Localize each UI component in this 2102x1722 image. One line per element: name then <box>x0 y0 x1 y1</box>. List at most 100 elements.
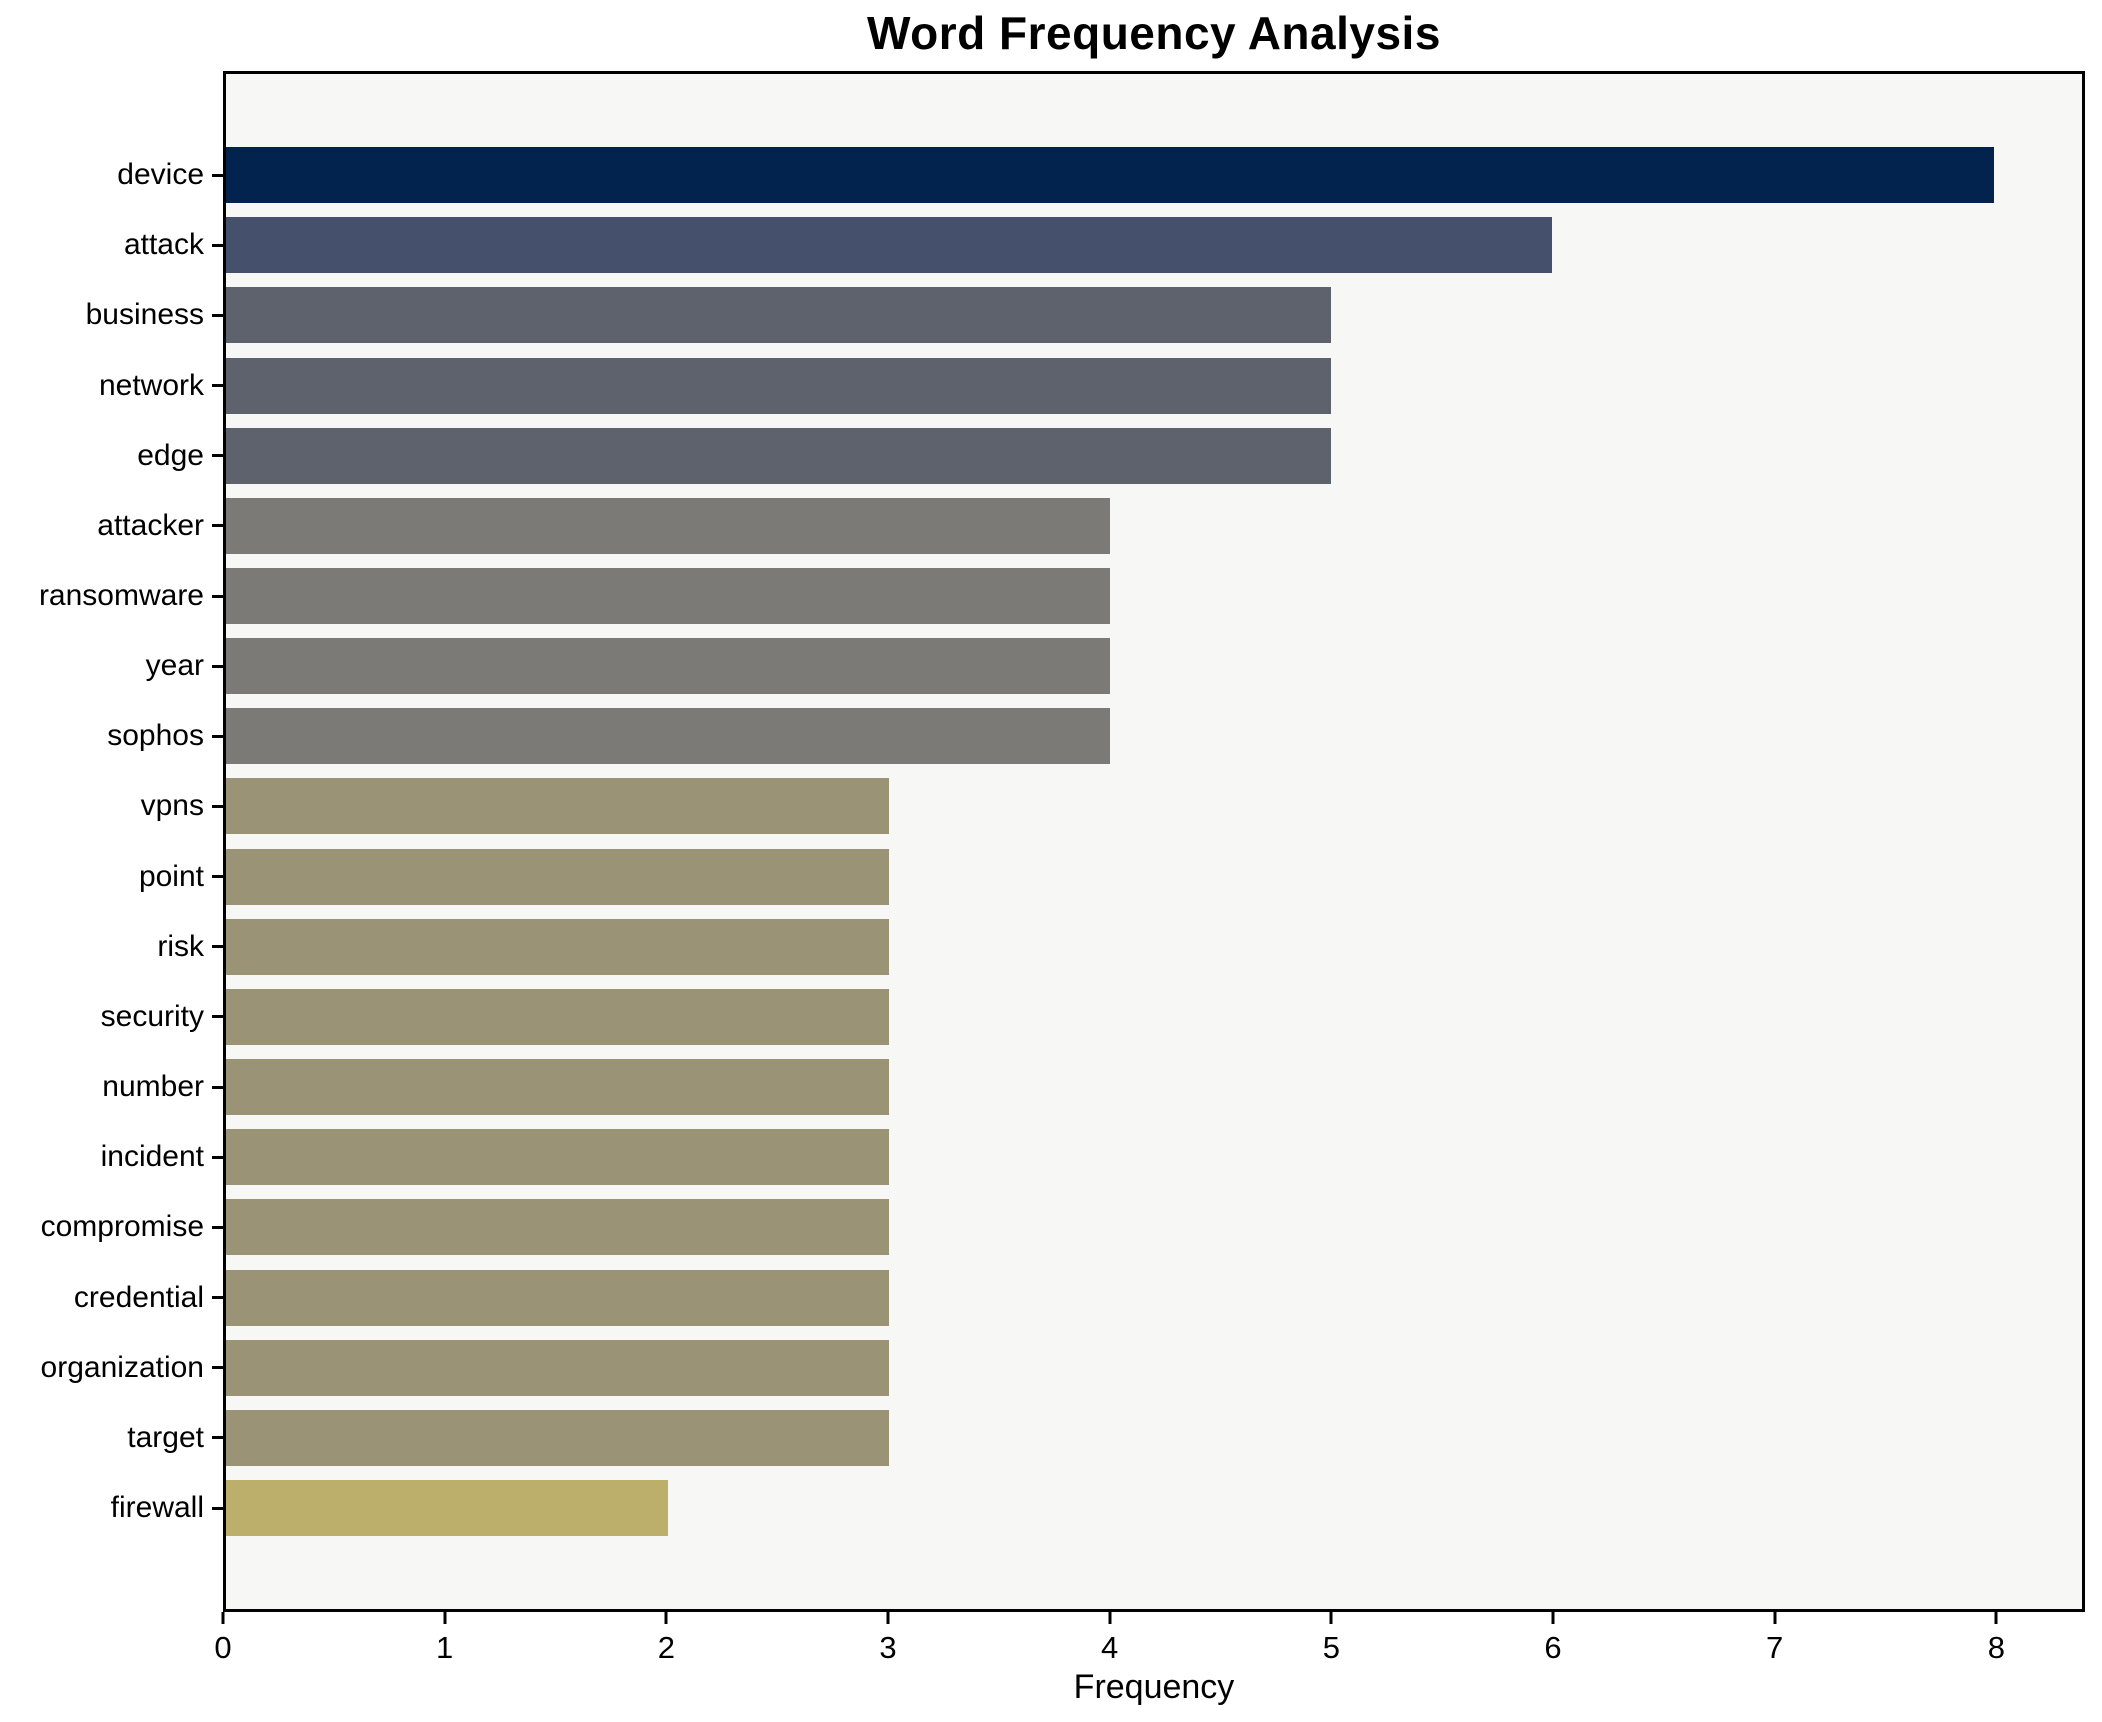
y-tick-label: organization <box>40 1350 204 1384</box>
plot-area <box>223 71 2085 1612</box>
y-tick-label: network <box>98 368 204 402</box>
bar-row <box>226 1122 2082 1192</box>
bar-row <box>226 561 2082 631</box>
y-tick-mark <box>212 734 223 738</box>
y-tick-mark <box>212 1155 223 1159</box>
x-axis-title: Frequency <box>1073 1668 1235 1706</box>
ylabel-row: firewall <box>0 1473 223 1543</box>
y-tick-mark <box>212 1366 223 1370</box>
y-tick-mark <box>212 243 223 247</box>
x-tick-label: 7 <box>1766 1630 1784 1665</box>
y-tick-label: ransomware <box>38 579 204 613</box>
y-tick-mark <box>212 1296 223 1300</box>
y-tick-label: credential <box>73 1280 204 1314</box>
y-tick-label: point <box>138 859 204 893</box>
y-tick-mark <box>212 1436 223 1440</box>
y-tick-label: business <box>85 298 204 332</box>
x-tick-mark <box>664 1612 668 1624</box>
ylabel-row: vpns <box>0 771 223 841</box>
y-tick-label: incident <box>100 1140 204 1174</box>
bar-attack <box>226 217 1552 274</box>
bar-row <box>226 210 2082 280</box>
x-tick-label: 2 <box>657 1630 675 1665</box>
x-tick-label: 5 <box>1322 1630 1340 1665</box>
ylabel-row: device <box>0 140 223 210</box>
x-tick-label: 4 <box>1101 1630 1119 1665</box>
bar-row <box>226 1403 2082 1473</box>
bar-point <box>226 848 889 905</box>
x-tick-mark <box>1108 1612 1112 1624</box>
x-tick-mark <box>1551 1612 1555 1624</box>
bar-row <box>226 631 2082 701</box>
bar-vpns <box>226 778 889 835</box>
bar-row <box>226 1333 2082 1403</box>
bar-ransomware <box>226 568 1110 625</box>
bar-security <box>226 988 889 1045</box>
y-axis-labels: device attack business network edge attacker r… <box>0 71 223 1612</box>
bar-row <box>226 771 2082 841</box>
bar-compromise <box>226 1199 889 1256</box>
bar-sophos <box>226 708 1110 765</box>
bar-year <box>226 638 1110 695</box>
y-tick-mark <box>212 1015 223 1019</box>
bar-edge <box>226 427 1331 484</box>
y-tick-label: compromise <box>40 1210 204 1244</box>
bar-row <box>226 701 2082 771</box>
bars-area <box>226 74 2082 1609</box>
ylabel-row: attacker <box>0 491 223 561</box>
bar-credential <box>226 1269 889 1326</box>
y-tick-mark <box>212 384 223 388</box>
ylabel-row: ransomware <box>0 561 223 631</box>
x-tick-mark <box>221 1612 225 1624</box>
bar-row <box>226 280 2082 350</box>
y-tick-mark <box>212 875 223 879</box>
x-tick-label: 0 <box>214 1630 232 1665</box>
bar-row <box>226 1192 2082 1262</box>
y-tick-label: risk <box>157 929 204 963</box>
bar-device <box>226 147 1994 204</box>
y-tick-label: target <box>127 1420 204 1454</box>
bar-row <box>226 421 2082 491</box>
bar-row <box>226 842 2082 912</box>
ylabel-row: risk <box>0 912 223 982</box>
bar-row <box>226 912 2082 982</box>
chart-title: Word Frequency Analysis <box>867 7 1441 59</box>
ylabel-row: network <box>0 350 223 420</box>
bar-row <box>226 350 2082 420</box>
y-tick-mark <box>212 1506 223 1510</box>
bar-row <box>226 1052 2082 1122</box>
ylabel-row: compromise <box>0 1192 223 1262</box>
y-tick-label: vpns <box>140 789 204 823</box>
bar-business <box>226 287 1331 344</box>
x-tick-mark <box>1329 1612 1333 1624</box>
bar-row <box>226 1473 2082 1543</box>
ylabel-row: security <box>0 982 223 1052</box>
y-tick-mark <box>212 1085 223 1089</box>
x-tick-mark <box>886 1612 890 1624</box>
ylabel-row: incident <box>0 1122 223 1192</box>
bar-row <box>226 491 2082 561</box>
x-tick-mark <box>1773 1612 1777 1624</box>
y-tick-label: device <box>117 158 204 192</box>
ylabel-row: year <box>0 631 223 701</box>
ylabel-row: organization <box>0 1333 223 1403</box>
y-tick-label: security <box>100 999 204 1033</box>
bar-row <box>226 982 2082 1052</box>
bar-organization <box>226 1339 889 1396</box>
y-tick-label: edge <box>137 438 204 472</box>
y-tick-mark <box>212 945 223 949</box>
y-tick-mark <box>212 454 223 458</box>
bar-row <box>226 1263 2082 1333</box>
y-tick-label: year <box>145 649 204 683</box>
bar-network <box>226 357 1331 414</box>
x-tick-label: 1 <box>436 1630 454 1665</box>
ylabel-row: target <box>0 1403 223 1473</box>
ylabel-row: business <box>0 280 223 350</box>
bar-row <box>226 140 2082 210</box>
y-tick-mark <box>212 313 223 317</box>
bar-target <box>226 1409 889 1466</box>
ylabel-row: credential <box>0 1263 223 1333</box>
bar-incident <box>226 1129 889 1186</box>
y-tick-mark <box>212 594 223 598</box>
y-tick-mark <box>212 804 223 808</box>
